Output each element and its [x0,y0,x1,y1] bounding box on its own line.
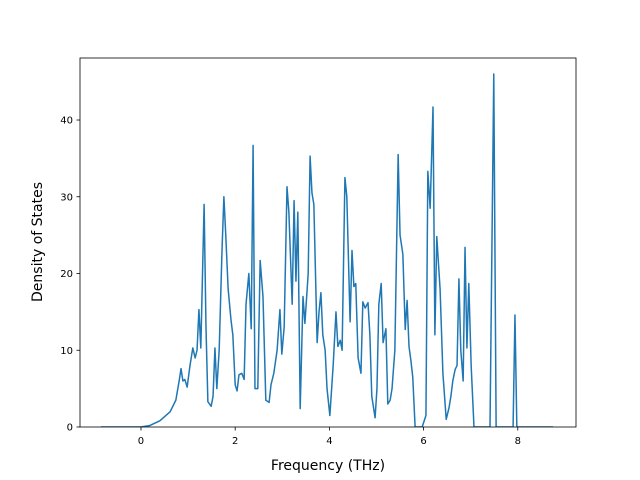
x-tick-label: 2 [232,436,238,447]
y-axis-label: Density of States [30,182,46,302]
x-tick-label: 4 [326,436,332,447]
y-tick-label: 10 [60,346,73,357]
x-tick-label: 6 [420,436,426,447]
y-tick-label: 30 [60,192,73,203]
y-tick-label: 20 [60,269,73,280]
y-tick-label: 40 [60,116,73,127]
x-axis-label: Frequency (THz) [271,458,385,474]
y-tick-label: 0 [67,423,73,434]
line-series [100,73,554,427]
plot-frame [79,57,577,428]
x-tick-label: 8 [515,436,521,447]
x-tick-label: 0 [138,436,144,447]
